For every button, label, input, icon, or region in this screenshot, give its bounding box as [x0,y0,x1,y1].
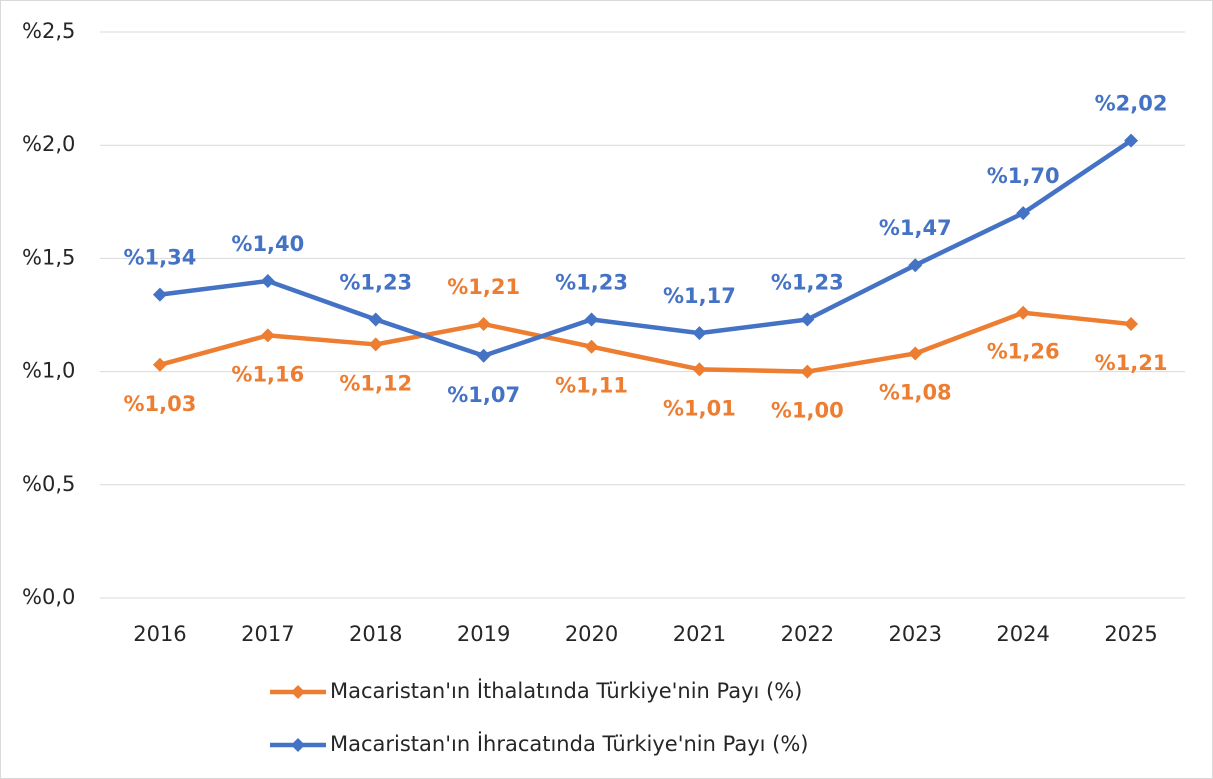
data-label: %1,34 [124,246,197,270]
y-tick-label: %1,0 [22,359,75,383]
point-marker [800,364,815,379]
y-tick-label: %2,5 [22,19,75,43]
data-label: %2,02 [1095,92,1168,116]
series-line [159,310,1132,374]
point-marker [476,348,491,363]
point-marker [1124,317,1139,332]
point-marker [692,362,707,377]
legend-key-marker [291,685,305,699]
data-label: %1,21 [447,275,520,299]
point-marker [908,346,923,361]
data-label: %1,03 [124,392,197,416]
data-label: %1,40 [231,232,304,256]
data-label: %1,23 [555,271,628,295]
point-marker [1016,206,1031,221]
data-label: %1,70 [987,164,1060,188]
x-tick-label: 2022 [781,622,834,646]
data-label: %1,00 [771,399,844,423]
x-tick-label: 2021 [673,622,726,646]
point-marker [584,339,599,354]
y-tick-label: %0,0 [22,585,75,609]
data-label: %1,12 [339,371,412,395]
point-marker [800,312,815,327]
x-tick-label: 2025 [1104,622,1157,646]
point-marker [368,312,383,327]
data-label: %1,08 [879,380,952,404]
point-marker [260,328,275,343]
legend-key-marker [291,738,305,752]
legend-label: Macaristan'ın İthalatında Türkiye'nin Pa… [330,678,802,703]
series-line [159,138,1133,359]
data-label: %1,47 [879,216,952,240]
x-tick-label: 2016 [133,622,186,646]
y-tick-label: %2,0 [22,132,75,156]
point-marker [1016,305,1031,320]
point-marker [476,317,491,332]
x-tick-label: 2019 [457,622,510,646]
x-tick-label: 2024 [996,622,1049,646]
point-marker [152,287,167,302]
data-label: %1,21 [1095,351,1168,375]
data-label: %1,07 [447,383,520,407]
point-marker [1124,133,1139,148]
data-label: %1,16 [231,362,304,386]
y-tick-label: %1,5 [22,245,75,269]
data-label: %1,11 [555,374,628,398]
x-tick-label: 2018 [349,622,402,646]
x-tick-label: 2017 [241,622,294,646]
y-tick-label: %0,5 [22,472,75,496]
point-marker [908,258,923,273]
point-marker [260,274,275,289]
data-label: %1,23 [771,271,844,295]
data-label: %1,23 [339,271,412,295]
x-tick-label: 2020 [565,622,618,646]
x-tick-label: 2023 [889,622,942,646]
point-marker [152,357,167,372]
data-label: %1,01 [663,396,736,420]
point-marker [368,337,383,352]
point-marker [692,326,707,341]
legend-label: Macaristan'ın İhracatında Türkiye'nin Pa… [330,731,809,756]
data-label: %1,17 [663,284,736,308]
point-marker [584,312,599,327]
data-label: %1,26 [987,340,1060,364]
